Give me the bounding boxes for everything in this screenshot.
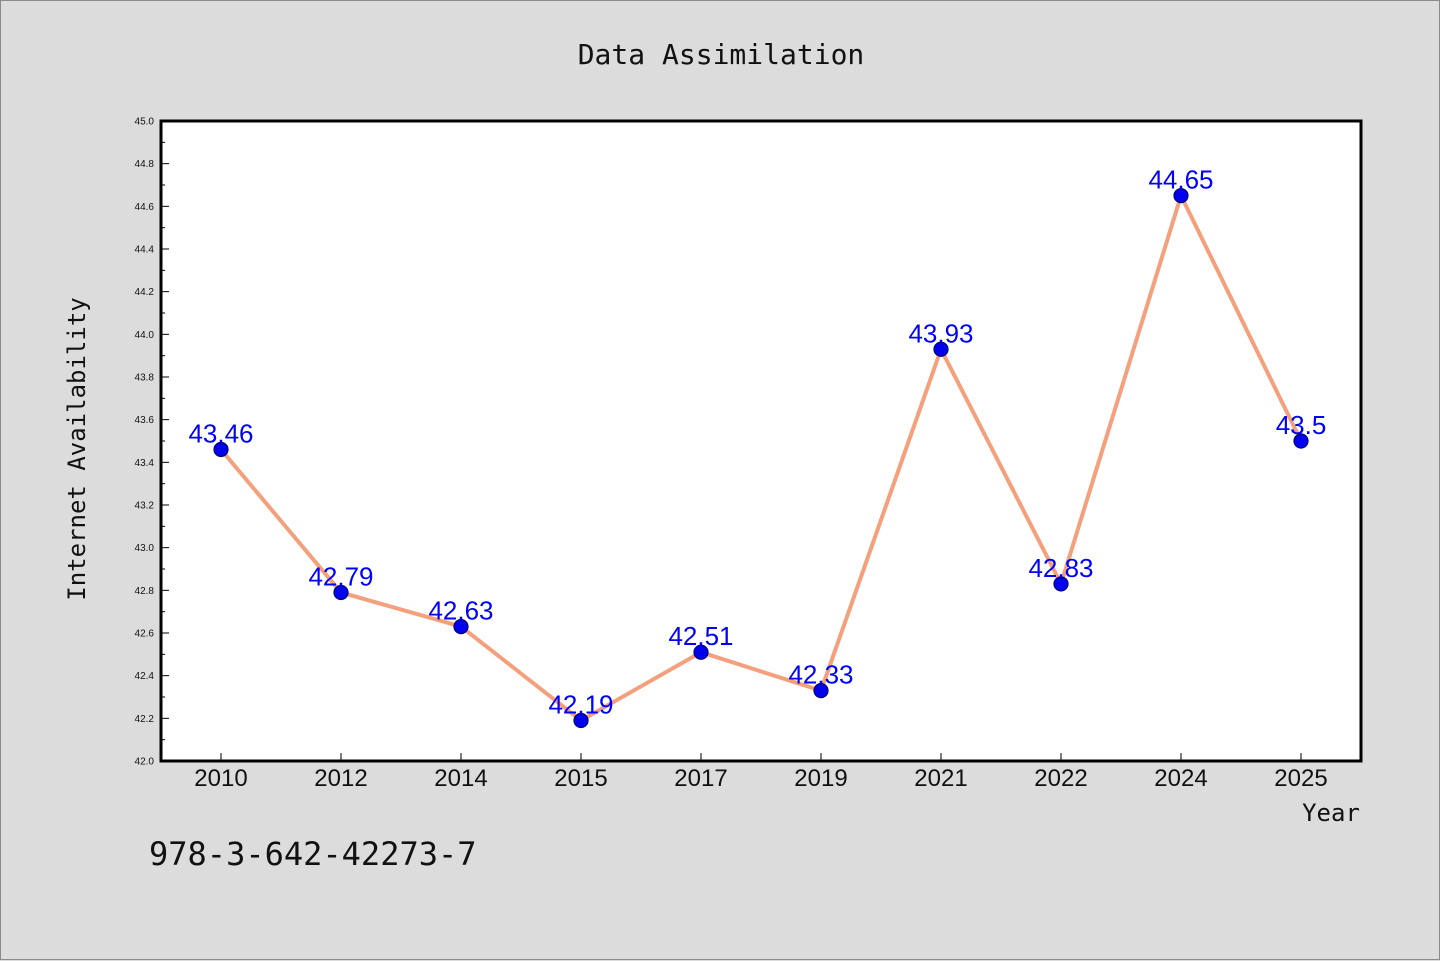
data-label: 42.83 (1028, 553, 1093, 583)
x-tick-label: 2019 (794, 765, 847, 792)
data-point (813, 682, 829, 699)
x-tick-label: 2022 (1034, 765, 1087, 792)
y-tick-label: 42.2 (135, 714, 155, 725)
y-tick-label: 43.6 (135, 415, 155, 426)
data-point (453, 618, 469, 635)
y-tick-label: 44.2 (135, 287, 155, 298)
data-point (693, 644, 709, 660)
y-tick-label: 43.8 (135, 373, 155, 384)
y-tick-label: 43.0 (135, 543, 155, 554)
data-point (1293, 433, 1309, 449)
data-label: 42.19 (548, 689, 613, 719)
y-tick-label: 44.6 (135, 202, 155, 213)
data-label: 43.93 (908, 318, 973, 348)
plot-frame (159, 119, 1363, 763)
x-tick-label: 2012 (314, 765, 367, 792)
y-tick-label: 42.8 (135, 586, 155, 597)
data-point (1173, 188, 1189, 204)
data-point (333, 584, 349, 601)
data-point (213, 441, 229, 458)
y-tick-label: 43.4 (135, 458, 155, 469)
series-layer: 43.46 42.79 42.63 42.19 42.51 42.33 43.93 42.83… (188, 165, 1327, 729)
series-line (219, 193, 1303, 723)
plot-area (161, 121, 1361, 761)
x-tick-label: 2025 (1274, 765, 1327, 792)
data-label: 43.5 (1276, 410, 1327, 440)
x-tick-label: 2014 (434, 765, 487, 792)
y-tick-label: 44.0 (135, 330, 155, 341)
data-label: 42.79 (308, 561, 373, 591)
chart-title: Data Assimilation (578, 38, 865, 71)
x-axis-ticks: 2010 2012 2014 2015 2017 2019 2021 2022 2024 2025 (194, 753, 1328, 792)
x-tick-label: 2015 (554, 765, 607, 792)
data-label: 42.33 (788, 660, 853, 690)
y-axis-label: Internet Availability (63, 297, 91, 600)
x-tick-label: 2017 (674, 765, 727, 792)
y-tick-label: 43.2 (135, 501, 155, 512)
y-tick-label: 44.4 (135, 245, 155, 256)
data-label: 44.65 (1148, 165, 1213, 195)
y-tick-label: 42.4 (135, 671, 155, 682)
y-tick-label: 44.8 (135, 159, 155, 170)
x-axis-label: Year (1302, 799, 1360, 827)
y-tick-label: 42.6 (135, 629, 155, 640)
data-point (1053, 576, 1069, 592)
y-tick-label: 45.0 (135, 117, 155, 128)
data-label: 42.51 (668, 621, 733, 651)
x-tick-label: 2024 (1154, 765, 1207, 792)
isbn-text: 978-3-642-42273-7 (149, 835, 477, 873)
data-label: 42.63 (428, 596, 493, 626)
data-point (933, 341, 949, 357)
y-axis-ticks: 42.0 42.2 42.4 42.6 42.8 43.0 43.2 43.4 43.6 43.8… (135, 117, 169, 768)
data-point (573, 712, 589, 729)
x-tick-label: 2010 (194, 765, 247, 792)
data-label: 43.46 (188, 419, 253, 449)
x-tick-label: 2021 (914, 765, 967, 792)
y-tick-label: 42.0 (135, 757, 155, 768)
